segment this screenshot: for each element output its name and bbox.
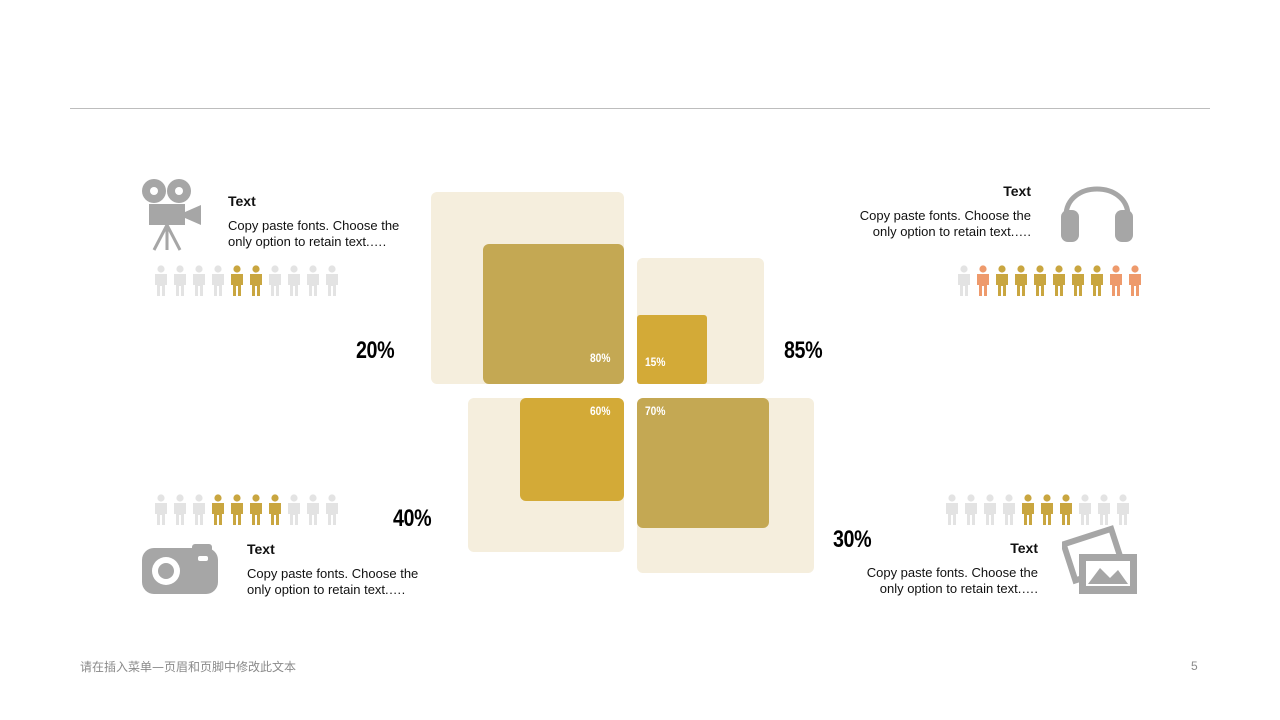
- bottom-left-body: Copy paste fonts. Choose the only option…: [247, 566, 419, 597]
- top-left-value-square: [483, 244, 624, 384]
- top-right-body: Copy paste fonts. Choose the only option…: [859, 208, 1031, 239]
- person-icon-filled: [1039, 494, 1055, 531]
- person-icon: [944, 494, 960, 531]
- person-icon: [1001, 494, 1017, 531]
- bottom-left-value-square: [520, 398, 624, 501]
- person-icon: [1096, 494, 1112, 531]
- bottom-right-percent: 30%: [833, 526, 872, 553]
- header-divider: [70, 108, 1210, 109]
- person-icon-filled: [1070, 265, 1086, 302]
- person-icon: [305, 265, 321, 302]
- page-number: 5: [1191, 659, 1198, 673]
- person-icon-filled: [975, 265, 991, 302]
- movie-camera-icon: [140, 176, 204, 254]
- person-icon: [210, 265, 226, 302]
- person-icon-filled: [248, 494, 264, 531]
- person-icon: [982, 494, 998, 531]
- camera-icon: [142, 544, 220, 596]
- bottom-left-percent: 40%: [393, 505, 432, 532]
- person-icon-filled: [1032, 265, 1048, 302]
- person-icon-filled: [1013, 265, 1029, 302]
- bottom-right-value-square: [637, 398, 769, 528]
- bottom-right-title: Text: [1010, 540, 1038, 556]
- top-left-body: Copy paste fonts. Choose the only option…: [228, 218, 400, 249]
- bottom-right-square-percent: 70%: [645, 404, 666, 418]
- person-icon: [153, 494, 169, 531]
- person-icon-filled: [994, 265, 1010, 302]
- person-icon: [324, 265, 340, 302]
- bottom-left-people-row: [153, 494, 340, 531]
- top-left-square-percent: 80%: [590, 351, 611, 365]
- person-icon: [1077, 494, 1093, 531]
- headphones-icon: [1058, 170, 1136, 244]
- person-icon-filled: [1089, 265, 1105, 302]
- person-icon-filled: [1051, 265, 1067, 302]
- person-icon: [1115, 494, 1131, 531]
- person-icon: [172, 494, 188, 531]
- person-icon-filled: [1020, 494, 1036, 531]
- photos-icon: [1059, 524, 1140, 596]
- bottom-right-people-row: [944, 494, 1131, 531]
- person-icon: [191, 265, 207, 302]
- top-right-percent: 85%: [784, 337, 823, 364]
- person-icon-filled: [1058, 494, 1074, 531]
- top-right-people-row: [956, 265, 1143, 302]
- footer-text: 请在插入菜单—页眉和页脚中修改此文本: [80, 660, 297, 674]
- person-icon: [267, 265, 283, 302]
- person-icon: [305, 494, 321, 531]
- person-icon: [324, 494, 340, 531]
- bottom-right-body: Copy paste fonts. Choose the only option…: [866, 565, 1038, 596]
- person-icon-filled: [210, 494, 226, 531]
- person-icon: [172, 265, 188, 302]
- person-icon: [286, 494, 302, 531]
- bottom-left-title: Text: [247, 541, 275, 557]
- person-icon: [191, 494, 207, 531]
- person-icon-filled: [1127, 265, 1143, 302]
- person-icon-filled: [248, 265, 264, 302]
- person-icon: [963, 494, 979, 531]
- top-right-square-percent: 15%: [645, 355, 666, 369]
- top-left-people-row: [153, 265, 340, 302]
- person-icon: [956, 265, 972, 302]
- bottom-left-square-percent: 60%: [590, 404, 611, 418]
- top-left-percent: 20%: [356, 337, 395, 364]
- person-icon: [286, 265, 302, 302]
- top-right-title: Text: [1003, 183, 1031, 199]
- person-icon-filled: [229, 265, 245, 302]
- person-icon-filled: [267, 494, 283, 531]
- top-right-value-square: [637, 315, 707, 384]
- person-icon-filled: [1108, 265, 1124, 302]
- person-icon: [153, 265, 169, 302]
- person-icon-filled: [229, 494, 245, 531]
- top-left-title: Text: [228, 193, 256, 209]
